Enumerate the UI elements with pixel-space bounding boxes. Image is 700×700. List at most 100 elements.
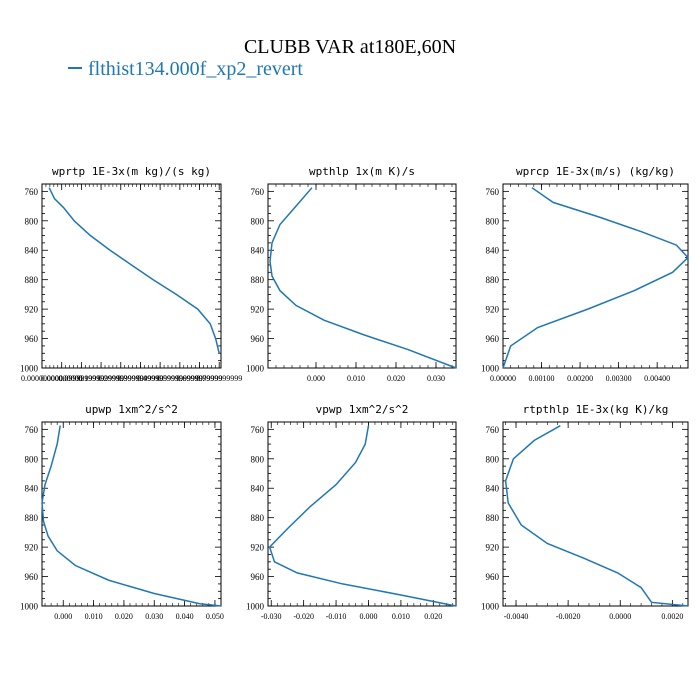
- panel-title: vpwp 1xm^2/s^2: [316, 403, 409, 416]
- x-tick-label: 0.7999999999: [196, 374, 242, 383]
- y-tick-label: 1000: [481, 364, 500, 374]
- y-tick-label: 1000: [20, 364, 39, 374]
- x-tick-label: 0.040: [176, 612, 194, 621]
- panel-title: rtpthlp 1E-3x(kg K)/kg: [523, 403, 669, 416]
- y-tick-label: 960: [251, 572, 265, 582]
- panel-title: wprtp 1E-3x(m kg)/(s kg): [52, 165, 211, 178]
- y-tick-label: 760: [251, 187, 265, 197]
- y-tick-label: 920: [251, 305, 265, 315]
- y-tick-label: 800: [486, 454, 500, 464]
- x-tick-label: 0.000000000: [21, 374, 63, 383]
- y-tick-label: 960: [486, 572, 500, 582]
- panel-title: upwp 1xm^2/s^2: [85, 403, 178, 416]
- y-tick-label: 920: [486, 305, 500, 315]
- y-tick-label: 880: [486, 275, 500, 285]
- x-tick-label: 0.00300: [606, 374, 632, 383]
- x-tick-label: 0.0000: [609, 612, 631, 621]
- figure-title: CLUBB VAR at180E,60N: [243, 36, 457, 58]
- y-tick-label: 920: [251, 543, 265, 553]
- plot-frame: [502, 183, 689, 369]
- y-tick-label: 1000: [481, 602, 500, 612]
- y-tick-label: 880: [25, 275, 39, 285]
- y-tick-label: 760: [251, 425, 265, 435]
- y-tick-label: 1000: [246, 364, 265, 374]
- series-line: [269, 187, 457, 369]
- legend: flthist134.000f_xp2_revert: [68, 58, 303, 81]
- x-tick-label: -0.020: [293, 612, 314, 621]
- y-tick-label: 840: [251, 246, 265, 256]
- y-tick-label: 880: [486, 513, 500, 523]
- plot-frame: [41, 183, 222, 369]
- legend-label: flthist134.000f_xp2_revert: [88, 58, 303, 80]
- series-line: [504, 425, 689, 607]
- legend-line-swatch: [68, 67, 82, 70]
- y-tick-label: 1000: [20, 602, 39, 612]
- y-tick-label: 880: [25, 513, 39, 523]
- x-tick-label: 0.010: [392, 612, 410, 621]
- plot-frame: [502, 421, 689, 607]
- x-tick-label: 0.00400: [644, 374, 670, 383]
- x-tick-label: 0.010: [347, 374, 365, 383]
- y-tick-label: 840: [25, 246, 39, 256]
- x-tick-label: 0.020: [115, 612, 133, 621]
- y-tick-label: 800: [251, 216, 265, 226]
- y-tick-label: 760: [25, 187, 39, 197]
- y-tick-label: 840: [25, 484, 39, 494]
- plot-frame: [41, 421, 222, 607]
- series-line: [502, 187, 690, 369]
- panel-title: wpthlp 1x(m K)/s: [309, 165, 415, 178]
- x-tick-label: -0.0020: [556, 612, 581, 621]
- series-line: [48, 187, 220, 354]
- series-line: [41, 425, 222, 607]
- panel-4: upwp 1xm^2/s^2 760 800 840 880 920 960 1000 0.00…: [20, 403, 224, 621]
- y-tick-label: 960: [25, 334, 39, 344]
- x-tick-label: 0.6999999999: [177, 374, 223, 383]
- x-tick-label: 0.030: [427, 374, 445, 383]
- y-tick-label: 880: [251, 513, 265, 523]
- y-tick-label: 800: [25, 216, 39, 226]
- x-tick-label: 0.020: [424, 612, 442, 621]
- x-tick-label: 0.1999999999: [78, 374, 124, 383]
- x-tick-label: -0.010: [326, 612, 347, 621]
- y-tick-label: 840: [486, 246, 500, 256]
- x-tick-label: 0.000: [307, 374, 325, 383]
- x-tick-label: 0.000: [359, 612, 377, 621]
- plot-frame: [267, 183, 457, 369]
- y-tick-label: 920: [25, 305, 39, 315]
- panel-title: wprcp 1E-3x(m/s) (kg/kg): [516, 165, 675, 178]
- panel-5: vpwp 1xm^2/s^27608008408809209601000-0.0…: [246, 403, 457, 621]
- x-tick-label: 0.2999999999: [98, 374, 144, 383]
- y-tick-label: 800: [251, 454, 265, 464]
- panel-2: wpthlp 1x(m K)/s 760 800 840 880 920 960 1000 0.…: [246, 165, 457, 383]
- x-tick-label: 0.00000: [490, 374, 516, 383]
- x-tick-label: 0.030: [145, 612, 163, 621]
- y-tick-label: 760: [486, 187, 500, 197]
- y-tick-label: 760: [486, 425, 500, 435]
- x-tick-label: 0.4999999999: [137, 374, 183, 383]
- x-tick-label: 0.050: [206, 612, 224, 621]
- y-tick-label: 960: [251, 334, 265, 344]
- x-tick-label: 0.000: [54, 612, 72, 621]
- y-tick-label: 760: [25, 425, 39, 435]
- x-tick-label: -0.030: [261, 612, 282, 621]
- x-tick-label: 0.00200: [567, 374, 593, 383]
- y-tick-label: 840: [251, 484, 265, 494]
- x-tick-label: 0.5999999999: [157, 374, 203, 383]
- x-tick-label: 0.00100: [529, 374, 555, 383]
- x-tick-label: 0.0020: [661, 612, 683, 621]
- y-tick-label: 800: [25, 454, 39, 464]
- y-tick-label: 800: [486, 216, 500, 226]
- x-tick-label: 0.3999999999: [117, 374, 163, 383]
- x-tick-label: 0.0999999999: [58, 374, 104, 383]
- y-tick-label: 960: [25, 572, 39, 582]
- panel-3: wprcp 1E-3x(m/s) (kg/kg) 760 800 840 880 920 9…: [481, 165, 690, 383]
- panel-1: wprtp 1E-3x(m kg)/(s kg) 760 800 840 880 920 9…: [20, 165, 242, 383]
- y-tick-label: 840: [486, 484, 500, 494]
- y-tick-label: 880: [251, 275, 265, 285]
- x-tick-label: -0.0040: [504, 612, 529, 621]
- y-tick-label: 960: [486, 334, 500, 344]
- y-tick-label: 920: [486, 543, 500, 553]
- x-tick-label: 0.020: [387, 374, 405, 383]
- x-tick-label: 0.000000000: [41, 374, 83, 383]
